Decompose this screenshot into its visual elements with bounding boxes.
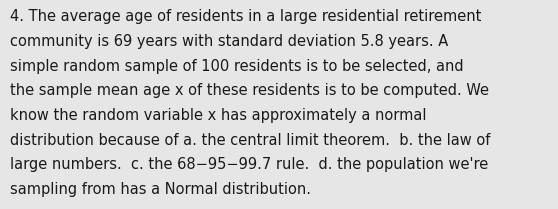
Text: know the random variable x has approximately a normal: know the random variable x has approxima… [10,108,426,123]
Text: large numbers.  c. the 68−95−99.7 rule.  d. the population we're: large numbers. c. the 68−95−99.7 rule. d… [10,157,488,172]
Text: distribution because of a. the central limit theorem.  b. the law of: distribution because of a. the central l… [10,133,490,148]
Text: simple random sample of 100 residents is to be selected, and: simple random sample of 100 residents is… [10,59,464,74]
Text: sampling from has a Normal distribution.: sampling from has a Normal distribution. [10,182,311,197]
Text: the sample mean age x of these residents is to be computed. We: the sample mean age x of these residents… [10,83,489,98]
Text: 4. The average age of residents in a large residential retirement: 4. The average age of residents in a lar… [10,9,482,24]
Text: community is 69 years with standard deviation 5.8 years. A: community is 69 years with standard devi… [10,34,448,49]
